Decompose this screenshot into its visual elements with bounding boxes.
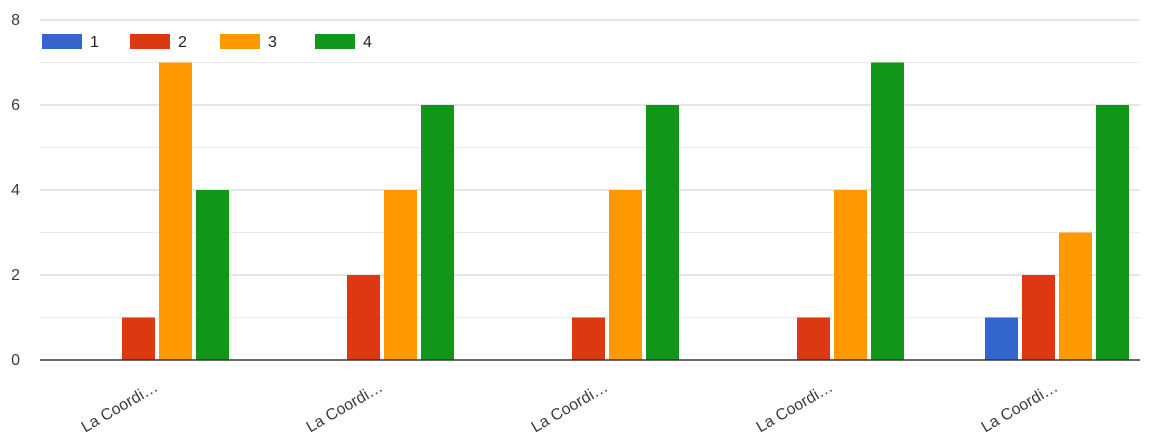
bar-series-4-category-2[interactable]: [421, 105, 454, 360]
legend-label-1: 1: [90, 34, 99, 51]
legend-label-2: 2: [178, 34, 187, 51]
bar-series-4-category-1[interactable]: [196, 190, 229, 360]
bar-series-3-category-2[interactable]: [384, 190, 417, 360]
y-tick-label: 2: [11, 267, 20, 284]
legend-swatch-1: [42, 34, 82, 49]
bar-series-2-category-1[interactable]: [122, 317, 155, 361]
bar-series-4-category-3[interactable]: [646, 105, 679, 360]
y-tick-label: 4: [11, 182, 20, 199]
bar-series-4-category-5[interactable]: [1096, 105, 1129, 360]
legend: 1 2 3 4: [42, 34, 372, 51]
y-tick-label: 6: [11, 97, 20, 114]
bar-series-1-category-5[interactable]: [985, 317, 1018, 361]
legend-swatch-4: [315, 34, 355, 49]
bar-series-3-category-5[interactable]: [1059, 232, 1092, 361]
bar-series-4-category-4[interactable]: [871, 62, 904, 361]
legend-swatch-3: [220, 34, 260, 49]
y-tick-label: 8: [11, 12, 20, 29]
x-category-label: La Coordi…: [79, 379, 161, 436]
bars: [122, 62, 1129, 361]
bar-series-3-category-1[interactable]: [159, 62, 192, 361]
legend-label-4: 4: [363, 34, 372, 51]
legend-label-3: 3: [268, 34, 277, 51]
y-tick-label: 0: [11, 352, 20, 369]
bar-series-2-category-2[interactable]: [347, 275, 380, 360]
bar-series-3-category-3[interactable]: [609, 190, 642, 360]
bar-series-2-category-4[interactable]: [797, 317, 830, 361]
bar-series-2-category-3[interactable]: [572, 317, 605, 361]
bar-series-3-category-4[interactable]: [834, 190, 867, 360]
bar-series-2-category-5[interactable]: [1022, 275, 1055, 360]
x-category-label: La Coordi…: [979, 379, 1061, 436]
x-category-label: La Coordi…: [304, 379, 386, 436]
x-category-label: La Coordi…: [754, 379, 836, 436]
legend-swatch-2: [130, 34, 170, 49]
x-category-label: La Coordi…: [529, 379, 611, 436]
